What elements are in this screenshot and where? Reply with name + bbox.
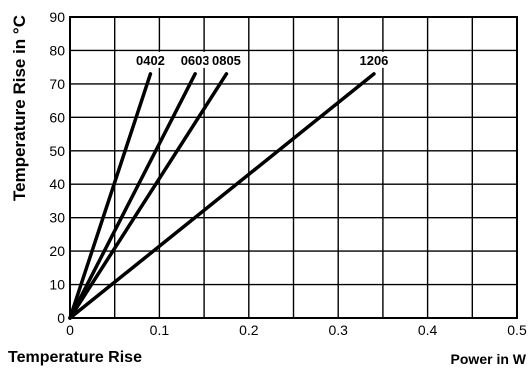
series-label-bg [208,51,245,68]
series-labels: 0402 0603 0805 1206 [132,51,392,68]
y-tick-label: 60 [49,109,65,125]
y-axis-title: Temperature Rise in °C [10,15,29,201]
y-tick-label: 40 [49,176,65,192]
y-tick-label: 20 [49,243,65,259]
x-tick-label: 0.1 [150,322,170,338]
y-tick-label: 10 [49,277,65,293]
series-label-bg [177,51,214,68]
y-tick-label: 70 [49,76,65,92]
series-label-bg [132,51,169,68]
series-line-0603 [68,72,197,320]
y-tick-label: 0 [57,310,65,326]
x-tick-label: 0 [66,322,74,338]
plot-frame [69,16,518,319]
y-tick-label: 30 [49,210,65,226]
x-tick-label: 0.4 [418,322,438,338]
chart-caption: Temperature Rise [8,349,142,366]
y-tick-label: 80 [49,42,65,58]
x-axis-title: Power in W [451,351,527,367]
plot-border [69,16,518,319]
series-lines [68,72,376,320]
series-label-0402: 0402 [136,53,165,68]
series-label-bg [355,51,392,68]
x-tick-label: 0.3 [328,322,348,338]
series-line-0805 [68,72,229,320]
y-tick-labels: 0 10 20 30 40 50 60 70 80 90 [49,9,65,326]
y-tick-label: 50 [49,143,65,159]
series-label-0805: 0805 [212,53,241,68]
x-tick-label: 0.5 [507,322,527,338]
x-tick-label: 0.2 [239,322,259,338]
y-tick-label: 90 [49,9,65,25]
series-label-0603: 0603 [181,53,210,68]
series-line-1206 [68,72,376,320]
series-line-0402 [68,72,153,320]
series-label-1206: 1206 [359,53,388,68]
x-tick-labels: 0 0.1 0.2 0.3 0.4 0.5 [66,322,527,338]
grid [70,17,517,318]
